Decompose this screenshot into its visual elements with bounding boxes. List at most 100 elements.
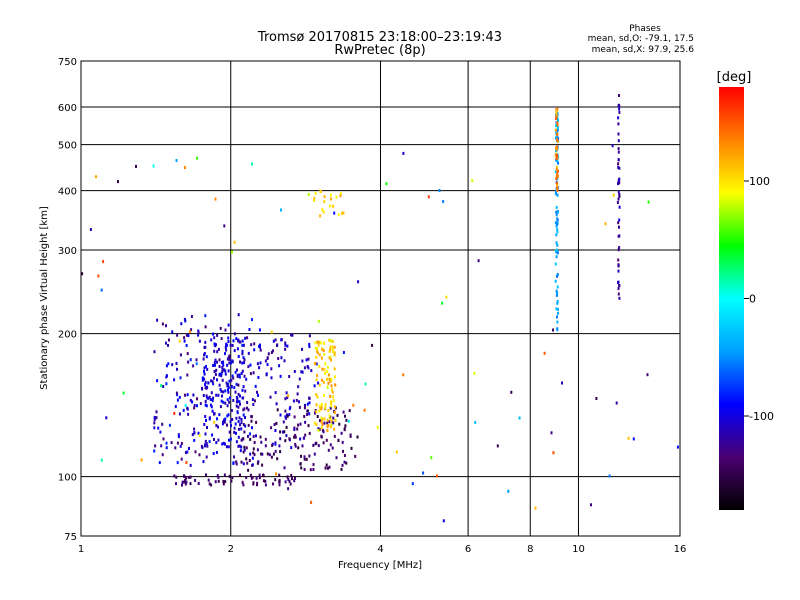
echo-point (189, 482, 192, 486)
echo-point (251, 456, 254, 460)
echo-point (322, 380, 325, 384)
echo-point (618, 166, 621, 170)
echo-point (213, 420, 216, 424)
echo-point (222, 479, 225, 483)
echo-point (224, 328, 227, 332)
echo-point (301, 359, 304, 363)
echo-point (160, 384, 163, 388)
echo-point (328, 465, 331, 469)
echo-point (319, 419, 321, 423)
echo-point (543, 351, 546, 355)
echo-point (239, 402, 241, 406)
echo-point (293, 479, 296, 483)
echo-point (471, 179, 474, 183)
echo-point (329, 204, 332, 208)
echo-point (252, 371, 255, 375)
echo-point (496, 444, 499, 448)
echo-point (242, 408, 245, 412)
echo-point (303, 366, 306, 370)
echo-point (154, 444, 157, 448)
echo-point (250, 343, 253, 347)
echo-point (192, 393, 195, 397)
echo-point (557, 174, 559, 178)
echo-point (321, 422, 324, 426)
echo-point (189, 398, 192, 402)
echo-point (284, 343, 287, 347)
echo-point (561, 381, 563, 385)
echo-point (233, 349, 236, 353)
echo-point (316, 349, 319, 353)
echo-point (227, 445, 230, 449)
echo-point (317, 428, 320, 432)
echo-point (279, 437, 282, 441)
echo-point (314, 346, 317, 350)
echo-point (266, 363, 269, 366)
echo-point (555, 146, 558, 150)
echo-point (617, 158, 620, 162)
echo-point (274, 442, 277, 446)
echo-point (329, 443, 332, 447)
echo-point (320, 426, 323, 430)
echo-point (315, 393, 318, 396)
echo-point (203, 377, 206, 381)
echo-point (221, 442, 224, 446)
echo-point (314, 341, 317, 345)
echo-point (221, 394, 223, 398)
echo-point (333, 345, 336, 349)
horizontal-gridlines (81, 106, 680, 478)
colorbar-label: [deg] (717, 70, 752, 85)
echo-point (204, 432, 207, 436)
echo-point (319, 190, 322, 193)
echo-point (308, 345, 311, 349)
echo-point (338, 422, 341, 426)
echo-point (337, 438, 340, 442)
echo-point (197, 333, 200, 337)
echo-point (231, 344, 234, 347)
echo-point (189, 463, 192, 467)
echo-point (555, 241, 558, 245)
echo-point (184, 404, 187, 408)
echo-point (215, 368, 218, 372)
echo-point (155, 416, 158, 420)
echo-point (239, 449, 242, 453)
echo-point (240, 372, 243, 375)
y-axis-ticks: 75 100 200 300 400 500 600 750 (58, 57, 77, 543)
echo-point (239, 340, 242, 344)
echo-point (117, 180, 119, 184)
echo-point (550, 431, 553, 435)
echo-point (276, 457, 279, 461)
echo-point (214, 358, 217, 362)
echo-point (317, 444, 320, 448)
echo-point (270, 367, 273, 371)
colorbar-tick-label: 0 (749, 293, 756, 306)
echo-point (240, 445, 243, 449)
echo-point (237, 444, 240, 448)
echo-point (183, 480, 186, 484)
echo-point (251, 318, 253, 322)
echo-point (221, 378, 224, 382)
echo-point (300, 466, 303, 470)
echo-point (317, 343, 320, 347)
echo-point (275, 421, 278, 425)
echo-point (321, 378, 323, 382)
echo-point (554, 262, 557, 266)
echo-point (223, 418, 225, 422)
echo-point (313, 362, 316, 365)
echo-point (252, 451, 255, 455)
echo-point (618, 104, 621, 107)
echo-point (316, 395, 319, 399)
echo-point (249, 473, 252, 477)
echo-point (556, 123, 559, 127)
echo-point (354, 454, 357, 458)
echo-point (273, 423, 276, 427)
echo-point (175, 159, 178, 162)
echo-point (321, 367, 324, 371)
echo-point (261, 463, 264, 467)
echo-point (320, 416, 323, 420)
echo-point (319, 404, 321, 408)
echo-point (618, 195, 621, 198)
echo-point (95, 175, 97, 179)
echo-point (234, 422, 237, 426)
echo-point (301, 347, 303, 351)
echo-point (279, 450, 282, 454)
